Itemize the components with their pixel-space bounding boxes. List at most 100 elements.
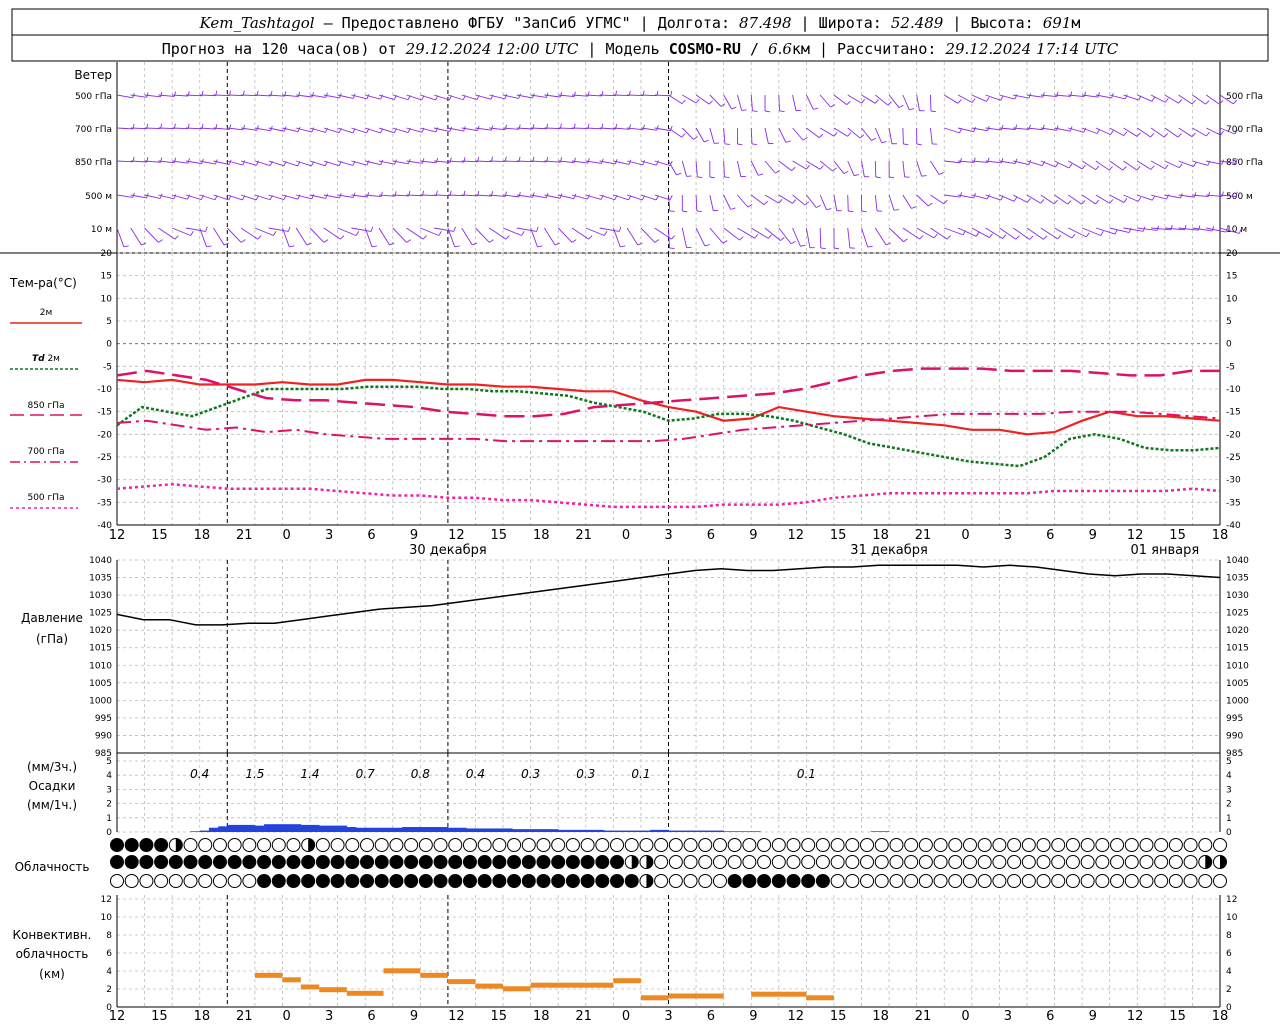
wind-barb [723, 94, 732, 110]
wind-barb-flag [371, 245, 378, 248]
wind-barb-flag [206, 245, 212, 248]
cloud-cover-symbol [183, 855, 198, 869]
wind-barb [833, 94, 847, 106]
wind-barb-flag [587, 194, 590, 200]
wind-barb [309, 94, 326, 98]
wind-barb-flag [323, 239, 329, 243]
precip-tick-left: 5 [106, 757, 112, 767]
wind-barb-flag [1068, 163, 1073, 169]
wind-barb-flag [731, 106, 737, 110]
temp-tick-right: -35 [1226, 498, 1241, 508]
wind-barb [254, 94, 271, 97]
wind-barb [1192, 194, 1209, 198]
wind-barb [254, 160, 271, 167]
wind-barb-flag [806, 165, 810, 170]
wind-barb [1109, 94, 1126, 100]
temp-hour-label: 3 [664, 528, 672, 543]
wind-barb [558, 160, 575, 164]
wind-barb-flag [681, 133, 686, 138]
cloud-cover-symbol [712, 855, 727, 869]
wind-barb-flag [885, 242, 891, 246]
cloud-cover-symbol [271, 855, 286, 869]
cloud-cover-symbol [727, 874, 742, 888]
wind-barb-flag [438, 231, 442, 236]
wind-barb [723, 227, 740, 241]
wind-barb-flag [1150, 133, 1155, 138]
temp-tick-left: -30 [97, 476, 112, 486]
precip-bar [879, 831, 890, 832]
wind-barb [213, 94, 230, 97]
precip-tick-left: 2 [106, 800, 112, 810]
wind-barb-flag [779, 110, 785, 113]
wind-title: Ветер [74, 68, 112, 82]
wind-barb [351, 160, 367, 166]
wind-barb [295, 227, 308, 246]
wind-barb [254, 227, 274, 236]
wind-barb [1109, 194, 1125, 203]
plot-area: 500 гПа 500 гПа 700 гПа 700 гПа 850 гПа 850 г… [0, 62, 1280, 1024]
cloud-cover-symbol [624, 874, 639, 888]
wind-barb-flag [751, 143, 758, 146]
header-line-2: Прогноз на 120 часа(ов) от 29.12.2024 12… [162, 40, 1119, 58]
cloud-cover-symbol [874, 855, 889, 869]
wind-barb [1040, 94, 1057, 98]
wind-barb-flag [696, 210, 702, 213]
cloud-cover-symbol [1036, 838, 1051, 852]
wind-barb [861, 227, 869, 248]
wind-barb [613, 127, 630, 130]
precip-3h-total: 0.8 [411, 767, 430, 781]
conv-tick-right: 4 [1226, 967, 1232, 977]
wind-barb-flag [1042, 92, 1045, 98]
wind-barb [530, 194, 547, 199]
cloud-cover-symbol [286, 874, 301, 888]
wind-barb [833, 160, 845, 174]
wind-barb-flag [637, 242, 643, 246]
conv-tick-left: 10 [101, 913, 113, 923]
cloud-cover-symbol [448, 838, 463, 852]
temp-tick-left: -40 [97, 521, 112, 531]
wind-barb-flag [532, 192, 535, 198]
wind-barb [999, 127, 1016, 130]
wind-barb-flag [588, 235, 593, 240]
wind-barb [406, 160, 423, 164]
wind-barb-flag [832, 167, 837, 172]
convective-bar [319, 987, 347, 993]
cloud-cover-symbol [815, 838, 830, 852]
cloud-cover-half [646, 855, 653, 869]
cloud-cover-symbol [183, 874, 198, 888]
latitude-label: | Широта: [792, 14, 891, 32]
wind-barb [999, 194, 1015, 202]
wind-barb-flag [1170, 224, 1173, 230]
cloud-cover-symbol [1007, 874, 1022, 888]
wind-barb-flag [889, 176, 895, 179]
wind-barb-flag [903, 238, 908, 243]
wind-barb-flag [1207, 191, 1211, 197]
convective-bar [447, 979, 476, 985]
wind-barb-flag [1156, 225, 1159, 231]
wind-barb [158, 227, 176, 240]
wind-barb [1150, 127, 1165, 138]
temp-hour-label: 21 [915, 528, 932, 543]
cloud-cover-symbol [154, 838, 169, 852]
conv-tick-left: 8 [106, 931, 112, 941]
wind-barb [806, 127, 820, 139]
wind-barb [364, 227, 373, 247]
wind-barb-flag [1128, 227, 1132, 233]
wind-barb [475, 227, 490, 243]
wind-barb-flag [449, 157, 452, 163]
precip-bar [558, 829, 568, 832]
wind-barb-flag [642, 124, 645, 130]
wind-barb-flag [830, 104, 836, 108]
wind-barb [1013, 127, 1030, 130]
wind-barb-flag [730, 207, 736, 210]
model-sep: / [741, 40, 768, 58]
wind-barb-flag [933, 233, 938, 239]
cloud-cover-symbol [1021, 874, 1036, 888]
cloud-cover-symbol [404, 838, 419, 852]
wind-barb-flag [847, 132, 852, 137]
cloud-cover-symbol [536, 874, 551, 888]
pressure-tick-left: 1010 [89, 661, 112, 671]
forecast-label: Прогноз на 120 часа(ов) от [162, 40, 406, 58]
precip-bar [254, 825, 265, 832]
cloud-cover-symbol [315, 838, 330, 852]
